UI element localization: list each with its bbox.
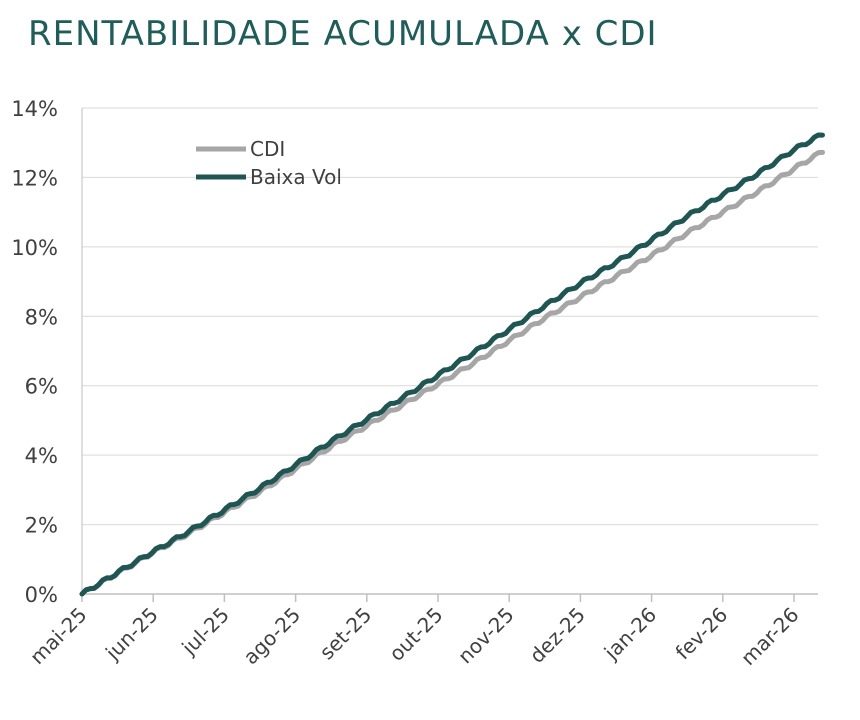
y-axis-tick-labels: 0% 2% 4% 6% 8% 10% 12% 14% <box>11 97 58 607</box>
legend-label: CDI <box>250 137 285 161</box>
x-tick-label: fev-26 <box>671 603 733 665</box>
x-tick-label: out-25 <box>384 603 447 666</box>
x-axis <box>81 108 818 602</box>
x-tick-label: mai-25 <box>25 603 91 669</box>
y-tick-label: 6% <box>25 375 58 399</box>
y-tick-label: 2% <box>25 514 58 538</box>
legend-label: Baixa Vol <box>250 165 342 189</box>
x-tick-label: jun-25 <box>100 603 163 666</box>
y-tick-label: 0% <box>25 583 58 607</box>
y-tick-label: 10% <box>11 236 58 260</box>
x-tick-label: ago-25 <box>239 603 306 670</box>
series-lines <box>79 132 825 597</box>
y-tick-label: 12% <box>11 166 58 190</box>
legend: CDI Baixa Vol <box>196 137 342 189</box>
gridlines <box>82 107 818 526</box>
y-tick-label: 4% <box>25 444 58 468</box>
x-tick-label: set-25 <box>315 603 377 665</box>
x-tick-label: jan-26 <box>599 603 661 665</box>
series-line-baixa-vol <box>79 132 825 597</box>
chart-title: RENTABILIDADE ACUMULADA x CDI <box>28 14 658 54</box>
x-tick-label: nov-25 <box>453 603 519 669</box>
y-tick-label: 14% <box>11 97 58 121</box>
x-tick-label: jul-25 <box>176 603 234 661</box>
x-tick-label: dez-25 <box>525 603 590 668</box>
y-tick-label: 8% <box>25 305 58 329</box>
x-tick-label: mar-26 <box>736 603 803 670</box>
x-axis-tick-labels: mai-25 jun-25 jul-25 ago-25 set-25 out-25 nov-… <box>25 603 803 670</box>
